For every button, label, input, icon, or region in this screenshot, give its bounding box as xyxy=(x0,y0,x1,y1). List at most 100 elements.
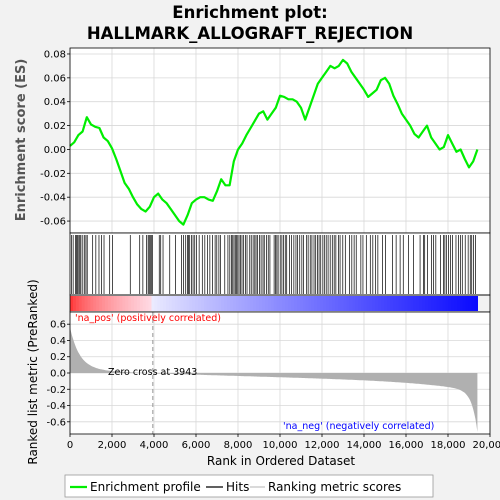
colorband-segment xyxy=(308,296,313,311)
colorband-segment xyxy=(422,296,426,311)
colorband-segment xyxy=(259,296,263,311)
colorband-segment xyxy=(84,296,89,311)
colorband-segment xyxy=(264,296,269,311)
colorband-segment xyxy=(288,296,292,311)
colorband-segment xyxy=(387,296,391,311)
colorband-segment xyxy=(75,296,80,311)
colorband-segment xyxy=(78,296,83,311)
colorband-segment xyxy=(212,296,217,311)
colorband-segment xyxy=(200,296,205,311)
colorband-segment xyxy=(361,296,365,311)
colorband-segment xyxy=(174,296,179,311)
metric-area xyxy=(70,327,478,432)
colorband-segment xyxy=(244,296,249,311)
colorband-segment xyxy=(419,296,423,311)
colorband-segment xyxy=(131,296,135,311)
colorband-segment xyxy=(358,296,362,311)
colorband-segment xyxy=(314,296,318,311)
colorband-segment xyxy=(331,296,336,311)
colorband-segment xyxy=(186,296,190,311)
pos-correlated-label: 'na_pos' (positively correlated) xyxy=(75,313,221,324)
colorband-segment xyxy=(299,296,304,311)
colorband-segment xyxy=(262,296,266,311)
es-ytick-label: 0.08 xyxy=(44,49,66,60)
colorband-segment xyxy=(183,296,187,311)
colorband-segment xyxy=(451,296,455,311)
colorband-segment xyxy=(404,296,409,311)
colorband-segment xyxy=(459,296,464,311)
metric-ytick-label: -0.4 xyxy=(46,401,66,412)
colorband-segment xyxy=(142,296,147,311)
colorband-segment xyxy=(407,296,412,311)
colorband-segment xyxy=(157,296,161,311)
colorband-segment xyxy=(171,296,176,311)
xtick-label: 8,000 xyxy=(224,440,253,451)
es-y-axis-label: Enrichment score (ES) xyxy=(14,59,29,222)
colorband-segment xyxy=(398,296,403,311)
colorband-segment xyxy=(215,296,220,311)
colorband-segment xyxy=(334,296,339,311)
colorband-segment xyxy=(227,296,231,311)
colorband-segment xyxy=(238,296,243,311)
metric-ytick-label: 0.6 xyxy=(50,320,66,331)
colorband-segment xyxy=(230,296,234,311)
colorband-segment xyxy=(253,296,257,311)
xtick-label: 4,000 xyxy=(140,440,169,451)
colorband-segment xyxy=(427,296,432,311)
colorband-segment xyxy=(221,296,225,311)
metric-ytick-label: -0.6 xyxy=(46,417,66,428)
colorband-segment xyxy=(107,296,112,311)
xtick-label: 6,000 xyxy=(182,440,211,451)
es-ytick-label: 0.00 xyxy=(44,145,66,156)
metric-ytick-label: -0.2 xyxy=(46,385,66,396)
es-ytick-label: -0.04 xyxy=(40,193,66,204)
colorband-segment xyxy=(96,296,100,311)
metric-panel: Zero cross at 3943 'na_pos' (positively … xyxy=(26,279,500,468)
colorband-segment xyxy=(209,296,214,311)
colorband-segment xyxy=(180,296,185,311)
es-line xyxy=(69,58,479,226)
colorband-segment xyxy=(352,296,356,311)
colorband-segment xyxy=(166,296,170,311)
colorband-segment xyxy=(250,296,254,311)
colorband-segment xyxy=(72,296,77,311)
colorband-segment xyxy=(343,296,348,311)
colorband-segment xyxy=(139,296,144,311)
metric-y-axis-label: Ranked list metric (PreRanked) xyxy=(26,279,40,464)
xtick-label: 20,000 xyxy=(473,440,500,451)
legend-label-hits: Hits xyxy=(226,480,249,494)
colorband-segment xyxy=(125,296,129,311)
colorband-segment xyxy=(267,296,272,311)
colorband-segment xyxy=(195,296,199,311)
colorband-segment xyxy=(311,296,316,311)
colorband-segment xyxy=(192,296,196,311)
colorband-segment xyxy=(189,296,193,311)
colorband-segment xyxy=(232,296,237,311)
colorband-segment xyxy=(160,296,164,311)
colorband-segment xyxy=(151,296,155,311)
metric-ytick-label: 0.4 xyxy=(50,336,66,347)
colorband-segment xyxy=(206,296,211,311)
xtick-label: 16,000 xyxy=(389,440,424,451)
colorband-segment xyxy=(323,296,327,311)
colorband-segment xyxy=(99,296,103,311)
colorband-segment xyxy=(256,296,260,311)
xtick-label: 0 xyxy=(67,440,73,451)
colorband-segment xyxy=(119,296,123,311)
colorband-segment xyxy=(87,296,91,311)
colorband-segment xyxy=(390,296,394,311)
xtick-label: 18,000 xyxy=(431,440,466,451)
colorband-segment xyxy=(366,296,371,311)
colorband-segment xyxy=(104,296,109,311)
colorband-segment xyxy=(291,296,295,311)
neg-correlated-label: 'na_neg' (negatively correlated) xyxy=(283,421,434,432)
colorband-segment xyxy=(296,296,301,311)
colorband-segment xyxy=(430,296,435,311)
colorband-segment xyxy=(168,296,173,311)
colorband-segment xyxy=(328,296,333,311)
legend-label-enrichment: Enrichment profile xyxy=(90,480,201,494)
metric-yticks: 0.6 0.4 0.2 0.0 -0.2 -0.4 -0.6 xyxy=(46,320,70,428)
colorband-segment xyxy=(471,296,476,311)
colorband-segment xyxy=(134,296,138,311)
colorband-segment xyxy=(410,296,414,311)
